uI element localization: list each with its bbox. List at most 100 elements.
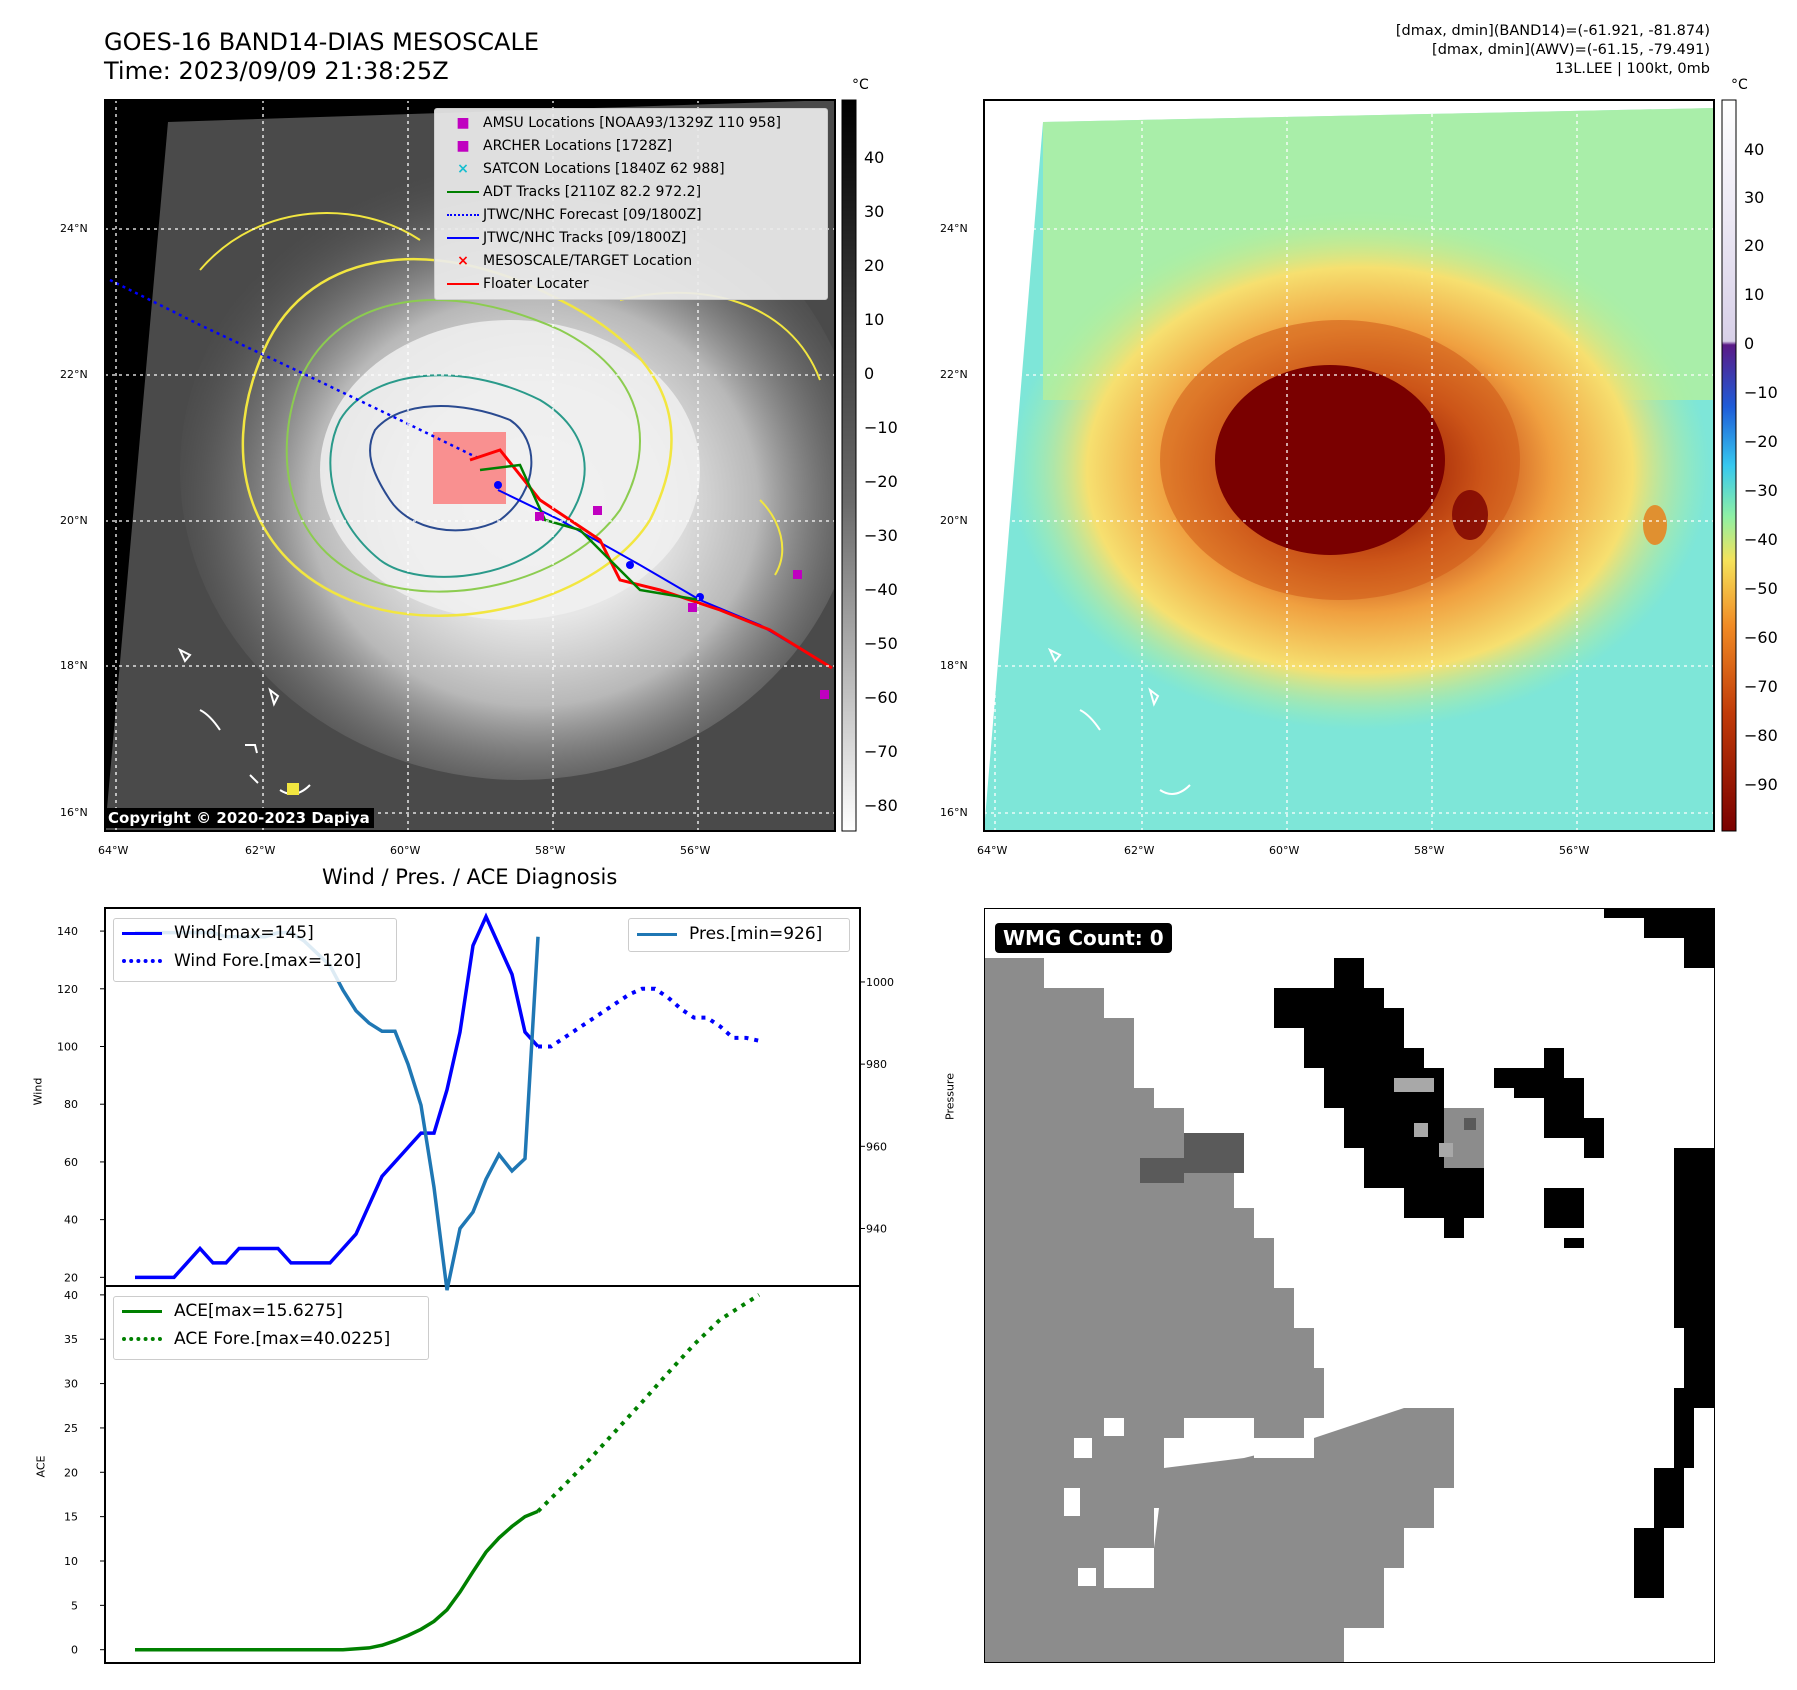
- wind-tick-label: 40: [64, 1214, 78, 1227]
- wind-tick-label: 20: [64, 1271, 78, 1284]
- line-marker-icon: [447, 283, 479, 285]
- wind-ylabel: Wind: [31, 1077, 45, 1106]
- map-panels: [104, 99, 1737, 832]
- cb-color-tick: −20: [1744, 432, 1778, 451]
- dotted-line-icon: [447, 214, 479, 216]
- legend-item-amsu: ■ AMSU Locations [NOAA93/1329Z 110 958]: [443, 112, 781, 135]
- cb-gray-tick: 0: [864, 364, 875, 383]
- cb-color-tick: −30: [1744, 481, 1778, 500]
- cb-gray-tick: 10: [864, 310, 885, 329]
- wind-tick-label: 60: [64, 1156, 78, 1169]
- line-dot-icon: [447, 237, 479, 239]
- wind-tick-label: 120: [57, 983, 78, 996]
- cb-color-tick: −90: [1744, 775, 1778, 794]
- cb-color-tick: −10: [1744, 383, 1778, 402]
- lat-label-22-left: 22°N: [60, 368, 88, 381]
- cb-gray-tick: −60: [864, 688, 898, 707]
- ace-tick-label: 35: [64, 1333, 78, 1346]
- copyright-badge: Copyright © 2020-2023 Dapiya: [104, 808, 374, 828]
- ace-line: [135, 1509, 539, 1652]
- lat-label-24-left: 24°N: [60, 222, 88, 235]
- line-marker-icon: [122, 931, 162, 935]
- wmg-count-badge: WMG Count: 0: [995, 923, 1172, 953]
- wind-tick-label: 100: [57, 1041, 78, 1054]
- wind-line: [135, 912, 540, 1280]
- legend-item-satcon: × SATCON Locations [1840Z 62 988]: [443, 158, 781, 181]
- ace-tick-label: 20: [64, 1466, 78, 1479]
- ace-tick-label: 15: [64, 1511, 78, 1524]
- ace-tick-label: 5: [71, 1599, 78, 1612]
- lat-label-18-left: 18°N: [60, 659, 88, 672]
- info-line-band14: [dmax, dmin](BAND14)=(-61.921, -81.874): [1395, 23, 1710, 39]
- info-line-awv: [dmax, dmin](AWV)=(-61.15, -79.491): [1432, 42, 1710, 58]
- cb-gray-tick: −40: [864, 580, 898, 599]
- cb-gray-tick: −80: [864, 796, 898, 815]
- legend-item-forecast: JTWC/NHC Forecast [09/1800Z]: [443, 204, 781, 227]
- map-awv-color: [984, 100, 1714, 831]
- lat-label-20-right: 20°N: [940, 514, 968, 527]
- line-marker-icon: [122, 1309, 162, 1313]
- lon-label-62-right: 62°W: [1124, 844, 1155, 857]
- legend-item-mesoscale: × MESOSCALE/TARGET Location: [443, 250, 781, 273]
- wmg-panel: [984, 908, 1715, 1663]
- line-marker-icon: [447, 191, 479, 193]
- cb-gray-tick: −50: [864, 634, 898, 653]
- cb-gray-tick: 20: [864, 256, 885, 275]
- cb-color-tick: −40: [1744, 530, 1778, 549]
- square-marker-icon: ■: [456, 138, 470, 154]
- pressure-line: [135, 930, 540, 1291]
- diagnosis-title: Wind / Pres. / ACE Diagnosis: [322, 865, 618, 889]
- ace-tick-label: 0: [71, 1644, 78, 1657]
- chart-time: Time: 2023/09/09 21:38:25Z: [104, 57, 449, 85]
- lat-label-18-right: 18°N: [940, 659, 968, 672]
- lon-label-60-right: 60°W: [1269, 844, 1300, 857]
- line-marker-icon: [637, 932, 677, 936]
- cb-gray-tick: −70: [864, 742, 898, 761]
- cb-color-tick: 30: [1744, 188, 1765, 207]
- dotted-line-icon: [122, 959, 162, 963]
- x-marker-icon: ×: [457, 253, 469, 269]
- square-marker-icon: ■: [456, 115, 470, 131]
- legend-item-tracks: JTWC/NHC Tracks [09/1800Z]: [443, 227, 781, 250]
- map-legend: ■ AMSU Locations [NOAA93/1329Z 110 958] ■…: [434, 108, 828, 300]
- ace-forecast-line: [536, 1293, 761, 1513]
- lat-label-16-right: 16°N: [940, 806, 968, 819]
- x-marker-icon: ×: [457, 161, 469, 177]
- cb-gray-tick: −10: [864, 418, 898, 437]
- ace-tick-label: 10: [64, 1555, 78, 1568]
- lon-label-56-right: 56°W: [1559, 844, 1590, 857]
- legend-item-archer: ■ ARCHER Locations [1728Z]: [443, 135, 781, 158]
- info-block: [dmax, dmin](BAND14)=(-61.921, -81.874) …: [1190, 22, 1710, 79]
- colorbar-color: [1721, 99, 1737, 832]
- lat-label-22-right: 22°N: [940, 368, 968, 381]
- lon-label-60-left: 60°W: [390, 844, 421, 857]
- lat-label-16-left: 16°N: [60, 806, 88, 819]
- colorbar-color-unit: °C: [1731, 77, 1748, 93]
- lon-label-56-left: 56°W: [680, 844, 711, 857]
- colorbar-gray: [841, 99, 857, 832]
- legend-pres: Pres.[min=926]: [628, 918, 850, 952]
- lon-label-58-left: 58°W: [535, 844, 566, 857]
- cb-color-tick: 20: [1744, 236, 1765, 255]
- dotted-line-icon: [122, 1337, 162, 1341]
- pressure-tick-label: 960: [866, 1140, 887, 1153]
- cb-color-tick: −70: [1744, 677, 1778, 696]
- ace-tick-label: 30: [64, 1378, 78, 1391]
- lon-label-64-left: 64°W: [98, 844, 129, 857]
- cb-gray-tick: −20: [864, 472, 898, 491]
- chart-title: GOES-16 BAND14-DIAS MESOSCALE: [104, 28, 540, 56]
- legend-wind: Wind[max=145] Wind Fore.[max=120]: [113, 918, 397, 982]
- lat-label-24-right: 24°N: [940, 222, 968, 235]
- ace-tick-label: 25: [64, 1422, 78, 1435]
- ace-tick-label: 40: [64, 1289, 78, 1302]
- cb-color-tick: −80: [1744, 726, 1778, 745]
- colorbar-gray-unit: °C: [852, 77, 869, 93]
- lon-label-64-right: 64°W: [977, 844, 1008, 857]
- info-line-storm: 13L.LEE | 100kt, 0mb: [1554, 61, 1710, 77]
- cb-color-tick: −50: [1744, 579, 1778, 598]
- pressure-ylabel: Pressure: [943, 1073, 957, 1120]
- wind-forecast-line: [538, 986, 760, 1049]
- pressure-tick-label: 940: [866, 1222, 887, 1235]
- wind-tick-label: 80: [64, 1098, 78, 1111]
